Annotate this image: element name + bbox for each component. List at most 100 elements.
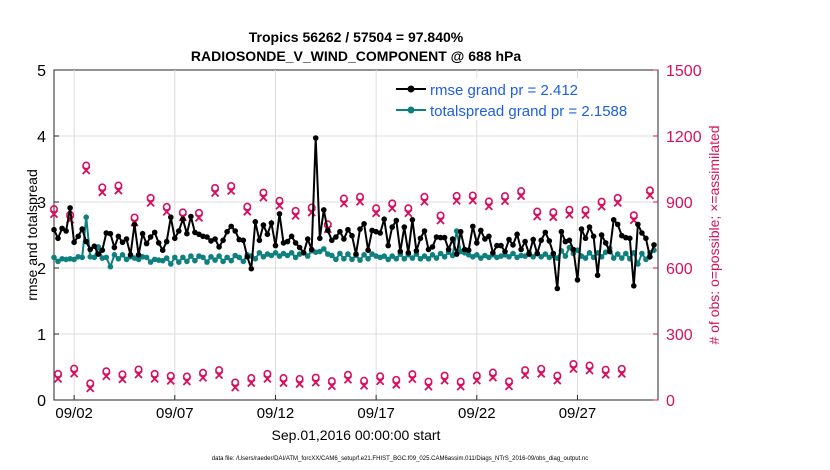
rmse-point — [151, 229, 158, 236]
obs-asynoptic-assimilated — [553, 376, 562, 385]
obs-asynoptic-possible — [311, 373, 320, 382]
obs-synoptic-possible — [436, 211, 445, 220]
rmse-point — [59, 225, 65, 232]
obs-asynoptic-assimilated — [392, 380, 401, 389]
obs-synoptic-possible — [565, 205, 574, 214]
obs-synoptic-assimilated — [549, 213, 558, 222]
rmse-point — [123, 236, 130, 242]
obs-synoptic-assimilated — [371, 209, 381, 218]
totalspread-point — [635, 261, 641, 267]
rmse-point — [288, 233, 295, 240]
rmse-point — [212, 236, 218, 242]
rmse-point — [465, 247, 472, 253]
obs-synoptic-assimilated — [243, 207, 252, 216]
obs-synoptic-assimilated — [339, 199, 349, 208]
rmse-point — [570, 246, 577, 253]
obs-synoptic-possible — [517, 187, 526, 196]
x-tick-label: 09/02 — [55, 405, 93, 422]
obs-asynoptic-possible — [54, 369, 63, 378]
rmse-point — [574, 277, 581, 283]
y-tick-label-left: 5 — [37, 63, 46, 80]
obs-asynoptic-assimilated — [359, 381, 369, 390]
obs-synoptic-assimilated — [597, 202, 606, 211]
obs-synoptic-possible — [98, 183, 107, 192]
rmse-point — [256, 237, 263, 244]
obs-asynoptic-possible — [505, 377, 514, 386]
rmse-point — [474, 240, 480, 246]
data-file-footnote: data file: /Users/raeder/DAI/ATM_forcXX/… — [212, 456, 588, 462]
obs-synoptic-assimilated — [98, 188, 107, 197]
rmse-point — [252, 219, 259, 225]
totalspread-point — [172, 254, 178, 261]
totalspread-point — [357, 257, 363, 263]
totalspread-point — [421, 253, 428, 259]
rmse-point — [240, 237, 247, 244]
obs-asynoptic-possible — [231, 378, 240, 387]
obs-asynoptic-assimilated — [311, 378, 320, 387]
obs-asynoptic-assimilated — [408, 374, 417, 384]
rmse-point — [530, 236, 536, 243]
legend-marker-spread — [407, 106, 415, 114]
totalspread-point — [220, 258, 226, 265]
rmse-point — [405, 250, 412, 256]
rmse-point — [510, 242, 516, 248]
rmse-point — [232, 228, 238, 234]
rmse-point — [95, 251, 102, 257]
obs-asynoptic-assimilated — [488, 373, 498, 382]
obs-synoptic-possible — [597, 197, 606, 206]
rmse-point — [300, 250, 307, 256]
obs-synoptic-assimilated — [162, 207, 171, 217]
obs-synoptic-possible — [339, 194, 348, 203]
totalspread-point — [643, 256, 649, 263]
rmse-point — [51, 226, 57, 233]
obs-synoptic-assimilated — [146, 198, 155, 208]
rmse-point — [55, 235, 61, 242]
obs-asynoptic-possible — [198, 368, 207, 377]
rmse-point — [635, 221, 641, 228]
rmse-point — [325, 227, 331, 234]
obs-synoptic-assimilated — [291, 211, 300, 220]
totalspread-point — [91, 254, 98, 261]
totalspread-point — [530, 253, 536, 260]
totalspread-point — [168, 261, 174, 267]
rmse-point — [317, 235, 323, 242]
rmse-point — [353, 251, 359, 257]
obs-synoptic-assimilated — [49, 209, 59, 219]
obs-synoptic-possible — [452, 191, 461, 200]
axes: 0 1 2 3 4 5 0 300 600 900 1200 1500 09/02 09/07 09/12 0… — [37, 63, 702, 422]
obs-asynoptic-assimilated — [102, 372, 111, 381]
totalspread-point — [268, 252, 275, 259]
rmse-point — [244, 253, 251, 260]
obs-asynoptic-assimilated — [440, 376, 449, 385]
obs-asynoptic-assimilated — [520, 371, 530, 380]
rmse-point — [220, 237, 226, 244]
totalspread-point — [389, 253, 396, 259]
x-tick-label: 09/27 — [559, 405, 597, 422]
obs-synoptic-possible — [227, 182, 236, 191]
obs-asynoptic-assimilated — [263, 374, 272, 384]
totalspread-point — [111, 252, 118, 258]
totalspread-point — [159, 257, 166, 264]
obs-asynoptic-possible — [343, 370, 352, 379]
rmse-point — [550, 250, 557, 257]
rmse-point — [614, 221, 621, 228]
rmse-point — [329, 237, 335, 244]
obs-asynoptic-assimilated — [456, 382, 465, 391]
plot-area-frame — [53, 69, 659, 401]
obs-asynoptic-possible — [392, 375, 401, 384]
totalspread-point — [639, 250, 645, 257]
rmse-point — [67, 205, 73, 211]
rmse-point — [413, 248, 420, 254]
rmse-point — [365, 247, 371, 253]
rmse-point — [333, 234, 339, 240]
totalspread-point — [365, 255, 371, 262]
obs-asynoptic-possible — [569, 359, 578, 368]
obs-asynoptic-possible — [360, 376, 369, 385]
rmse-point — [425, 246, 432, 253]
x-axis-label: Sep.01,2016 00:00:00 start — [272, 427, 441, 443]
rmse-point — [566, 237, 573, 244]
obs-asynoptic-assimilated — [86, 384, 95, 393]
rmse-point — [385, 242, 392, 249]
rmse-point — [558, 228, 565, 235]
